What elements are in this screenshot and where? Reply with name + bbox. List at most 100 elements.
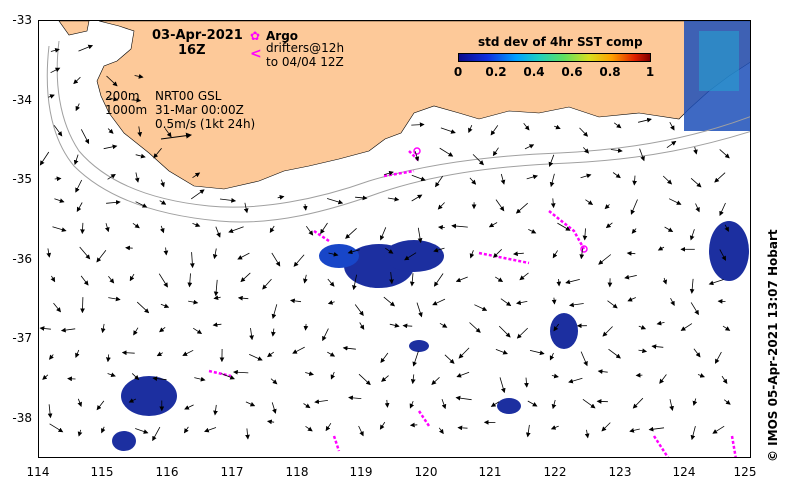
current-arrow: [358, 425, 364, 437]
current-arrow: [159, 326, 166, 333]
current-arrow: [548, 154, 555, 167]
current-arrow: [54, 198, 65, 203]
current-arrow: [355, 195, 368, 201]
current-arrow: [697, 373, 705, 378]
current-arrow: [359, 322, 365, 330]
current-arrow: [80, 297, 85, 314]
x-tick: 116: [155, 465, 179, 479]
current-arrow: [39, 151, 50, 166]
current-arrow: [414, 151, 420, 162]
current-arrow: [723, 399, 731, 405]
current-arrow: [565, 279, 580, 285]
current-arrow: [693, 146, 698, 155]
current-arrow: [328, 251, 339, 257]
current-arrow: [240, 272, 251, 283]
contour-1000-label: 1000m: [105, 103, 148, 117]
current-arrow: [598, 254, 612, 265]
current-arrow: [221, 373, 235, 380]
current-arrow: [80, 222, 85, 235]
x-tick: 115: [90, 465, 114, 479]
current-arrow: [384, 170, 394, 176]
current-arrow: [137, 126, 143, 137]
current-arrow: [270, 378, 278, 385]
x-tick: 120: [414, 465, 438, 479]
current-arrow: [724, 224, 729, 232]
current-arrow: [409, 273, 415, 287]
current-arrow: [380, 352, 389, 364]
current-arrow: [472, 154, 484, 166]
y-tick: -38: [12, 411, 32, 425]
current-arrow: [410, 374, 416, 385]
current-arrow: [39, 326, 51, 331]
current-arrow: [135, 201, 148, 208]
current-arrow: [500, 173, 506, 185]
current-arrow: [76, 202, 83, 212]
current-arrow: [322, 328, 329, 342]
current-arrow: [106, 75, 118, 87]
current-arrow: [158, 273, 168, 288]
current-arrow: [303, 403, 311, 409]
map-date: 03-Apr-2021: [152, 28, 243, 43]
current-arrow: [433, 247, 445, 253]
current-arrows: [39, 44, 731, 442]
current-arrow: [490, 401, 500, 407]
current-arrow: [624, 274, 637, 280]
colorbar-tick: 0.4: [523, 65, 545, 79]
current-arrow: [662, 175, 673, 185]
current-arrow: [77, 429, 83, 437]
current-arrow: [327, 278, 335, 287]
current-arrow: [48, 94, 55, 99]
current-arrow: [160, 303, 170, 309]
current-arrow: [389, 272, 394, 285]
current-arrow: [305, 371, 314, 376]
current-arrow: [47, 404, 53, 419]
current-arrow: [721, 375, 728, 384]
current-arrow: [75, 179, 83, 193]
argo-legend-icon: ✿: [250, 29, 261, 43]
current-arrow: [715, 351, 722, 364]
current-arrow: [106, 199, 121, 205]
current-arrow: [608, 348, 621, 359]
current-arrow: [190, 189, 205, 200]
scale-arrow-label: 0.5m/s (1kt 24h): [155, 117, 256, 131]
current-arrow: [194, 376, 206, 382]
current-arrow: [204, 427, 217, 433]
current-arrow: [444, 354, 455, 364]
current-arrow: [96, 249, 107, 263]
current-arrow: [213, 279, 219, 297]
current-arrow: [692, 398, 698, 406]
current-arrow: [690, 177, 702, 188]
current-arrow: [516, 327, 528, 339]
current-arrow: [432, 298, 446, 306]
current-arrow: [152, 376, 167, 381]
current-arrow: [695, 203, 700, 213]
current-arrow: [96, 400, 105, 411]
current-arrow: [433, 273, 444, 287]
colorbar: [458, 53, 651, 62]
current-arrow: [303, 274, 308, 284]
current-arrow: [553, 323, 560, 332]
current-arrow: [352, 274, 357, 291]
x-tick: 124: [672, 465, 696, 479]
current-arrow: [631, 228, 637, 234]
current-arrow: [669, 399, 674, 411]
current-arrow: [125, 245, 133, 251]
current-arrow: [549, 352, 555, 361]
current-arrow: [305, 425, 313, 432]
current-arrow: [693, 348, 701, 358]
y-tick: -37: [12, 331, 32, 345]
current-arrow: [438, 225, 445, 230]
current-arrow: [455, 395, 472, 401]
current-arrow: [554, 124, 561, 130]
current-arrow: [638, 117, 652, 123]
current-arrow: [182, 349, 194, 356]
current-arrow: [302, 203, 308, 211]
product-label: NRT00 GSL: [155, 89, 222, 103]
current-arrow: [525, 424, 531, 438]
map-canvas: [39, 21, 750, 457]
current-arrow: [499, 377, 506, 394]
current-arrow: [80, 129, 90, 145]
current-arrow: [129, 273, 135, 282]
drifter-tracks: [208, 150, 737, 457]
colorbar-tick: 0.2: [485, 65, 507, 79]
